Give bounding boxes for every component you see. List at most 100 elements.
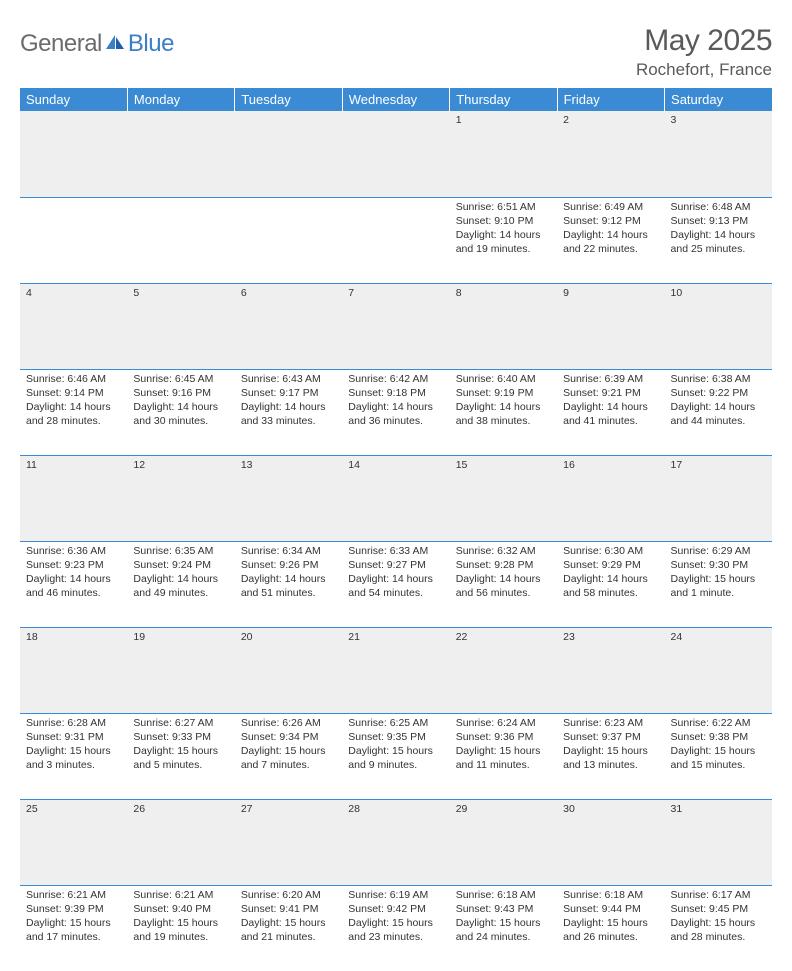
cell-line: Sunset: 9:17 PM xyxy=(241,386,336,400)
cell-line: Daylight: 14 hours xyxy=(456,228,551,242)
day-number-cell: 19 xyxy=(127,627,234,713)
day-number-cell: 6 xyxy=(235,283,342,369)
daynum-row: 123 xyxy=(20,111,772,197)
day-detail-cell: Sunrise: 6:22 AMSunset: 9:38 PMDaylight:… xyxy=(665,713,772,799)
cell-line: Sunset: 9:38 PM xyxy=(671,730,766,744)
weekday-cell: Tuesday xyxy=(235,88,342,111)
day-detail-cell: Sunrise: 6:33 AMSunset: 9:27 PMDaylight:… xyxy=(342,541,449,627)
cell-line: Sunset: 9:16 PM xyxy=(133,386,228,400)
day-detail-cell: Sunrise: 6:45 AMSunset: 9:16 PMDaylight:… xyxy=(127,369,234,455)
cell-line: Sunrise: 6:36 AM xyxy=(26,544,121,558)
day-detail-cell: Sunrise: 6:48 AMSunset: 9:13 PMDaylight:… xyxy=(665,197,772,283)
day-detail-cell: Sunrise: 6:30 AMSunset: 9:29 PMDaylight:… xyxy=(557,541,664,627)
day-number-cell: 26 xyxy=(127,799,234,885)
cell-line: Sunset: 9:30 PM xyxy=(671,558,766,572)
day-detail-cell: Sunrise: 6:21 AMSunset: 9:39 PMDaylight:… xyxy=(20,885,127,971)
cell-line: Sunset: 9:43 PM xyxy=(456,902,551,916)
cell-line: and 22 minutes. xyxy=(563,242,658,256)
day-detail-cell: Sunrise: 6:25 AMSunset: 9:35 PMDaylight:… xyxy=(342,713,449,799)
cell-line: Sunrise: 6:51 AM xyxy=(456,200,551,214)
cell-line: Sunset: 9:26 PM xyxy=(241,558,336,572)
cell-line: and 21 minutes. xyxy=(241,930,336,944)
brand-second: Blue xyxy=(128,30,174,57)
cell-line: Sunrise: 6:30 AM xyxy=(563,544,658,558)
cell-line: Sunrise: 6:23 AM xyxy=(563,716,658,730)
detail-row: Sunrise: 6:46 AMSunset: 9:14 PMDaylight:… xyxy=(20,369,772,455)
day-detail-cell: Sunrise: 6:32 AMSunset: 9:28 PMDaylight:… xyxy=(450,541,557,627)
day-detail-cell: Sunrise: 6:18 AMSunset: 9:44 PMDaylight:… xyxy=(557,885,664,971)
cell-line: Daylight: 14 hours xyxy=(348,572,443,586)
cell-line: Sunset: 9:22 PM xyxy=(671,386,766,400)
cell-line: Sunrise: 6:45 AM xyxy=(133,372,228,386)
weekday-cell: Friday xyxy=(557,88,664,111)
cell-line: Sunrise: 6:22 AM xyxy=(671,716,766,730)
cell-line: Sunrise: 6:43 AM xyxy=(241,372,336,386)
cell-line: and 9 minutes. xyxy=(348,758,443,772)
cell-line: and 24 minutes. xyxy=(456,930,551,944)
day-detail-cell xyxy=(235,197,342,283)
day-number-cell: 22 xyxy=(450,627,557,713)
day-number-cell: 31 xyxy=(665,799,772,885)
day-number-cell xyxy=(20,111,127,197)
day-detail-cell: Sunrise: 6:28 AMSunset: 9:31 PMDaylight:… xyxy=(20,713,127,799)
cell-line: and 36 minutes. xyxy=(348,414,443,428)
cell-line: Sunrise: 6:19 AM xyxy=(348,888,443,902)
location-label: Rochefort, France xyxy=(636,60,772,80)
detail-row: Sunrise: 6:36 AMSunset: 9:23 PMDaylight:… xyxy=(20,541,772,627)
weekday-cell: Thursday xyxy=(450,88,557,111)
cell-line: Daylight: 14 hours xyxy=(456,572,551,586)
day-detail-cell: Sunrise: 6:35 AMSunset: 9:24 PMDaylight:… xyxy=(127,541,234,627)
cell-line: and 54 minutes. xyxy=(348,586,443,600)
calendar-body: 123Sunrise: 6:51 AMSunset: 9:10 PMDaylig… xyxy=(20,111,772,971)
cell-line: and 28 minutes. xyxy=(671,930,766,944)
header-row: GeneralBlue May 2025 Rochefort, France xyxy=(20,24,772,80)
day-detail-cell: Sunrise: 6:20 AMSunset: 9:41 PMDaylight:… xyxy=(235,885,342,971)
day-number-cell: 13 xyxy=(235,455,342,541)
cell-line: Sunrise: 6:21 AM xyxy=(26,888,121,902)
cell-line: and 3 minutes. xyxy=(26,758,121,772)
calendar-page: GeneralBlue May 2025 Rochefort, France S… xyxy=(0,0,792,612)
calendar-header: Sunday Monday Tuesday Wednesday Thursday… xyxy=(20,88,772,111)
day-number-cell: 8 xyxy=(450,283,557,369)
day-number-cell xyxy=(235,111,342,197)
cell-line: Sunset: 9:44 PM xyxy=(563,902,658,916)
day-number-cell: 10 xyxy=(665,283,772,369)
day-number-cell: 18 xyxy=(20,627,127,713)
cell-line: Daylight: 15 hours xyxy=(26,744,121,758)
weekday-cell: Saturday xyxy=(665,88,772,111)
day-number-cell: 9 xyxy=(557,283,664,369)
cell-line: Sunrise: 6:32 AM xyxy=(456,544,551,558)
cell-line: Daylight: 15 hours xyxy=(671,916,766,930)
day-detail-cell: Sunrise: 6:23 AMSunset: 9:37 PMDaylight:… xyxy=(557,713,664,799)
cell-line: Sunrise: 6:33 AM xyxy=(348,544,443,558)
calendar-table: Sunday Monday Tuesday Wednesday Thursday… xyxy=(20,88,772,971)
cell-line: Sunrise: 6:49 AM xyxy=(563,200,658,214)
cell-line: Sunrise: 6:29 AM xyxy=(671,544,766,558)
cell-line: Sunrise: 6:25 AM xyxy=(348,716,443,730)
day-number-cell: 24 xyxy=(665,627,772,713)
day-number-cell: 30 xyxy=(557,799,664,885)
day-detail-cell: Sunrise: 6:49 AMSunset: 9:12 PMDaylight:… xyxy=(557,197,664,283)
cell-line: Sunrise: 6:39 AM xyxy=(563,372,658,386)
day-detail-cell: Sunrise: 6:43 AMSunset: 9:17 PMDaylight:… xyxy=(235,369,342,455)
cell-line: and 49 minutes. xyxy=(133,586,228,600)
cell-line: Daylight: 14 hours xyxy=(563,572,658,586)
weekday-cell: Monday xyxy=(127,88,234,111)
cell-line: Sunset: 9:12 PM xyxy=(563,214,658,228)
day-number-cell: 17 xyxy=(665,455,772,541)
cell-line: and 58 minutes. xyxy=(563,586,658,600)
cell-line: Daylight: 14 hours xyxy=(456,400,551,414)
daynum-row: 25262728293031 xyxy=(20,799,772,885)
day-detail-cell xyxy=(20,197,127,283)
cell-line: Sunset: 9:34 PM xyxy=(241,730,336,744)
day-number-cell: 5 xyxy=(127,283,234,369)
cell-line: Daylight: 14 hours xyxy=(348,400,443,414)
day-number-cell xyxy=(342,111,449,197)
cell-line: Daylight: 14 hours xyxy=(241,400,336,414)
day-number-cell: 2 xyxy=(557,111,664,197)
cell-line: Daylight: 14 hours xyxy=(241,572,336,586)
day-detail-cell: Sunrise: 6:36 AMSunset: 9:23 PMDaylight:… xyxy=(20,541,127,627)
day-detail-cell xyxy=(127,197,234,283)
cell-line: Daylight: 14 hours xyxy=(133,400,228,414)
cell-line: Daylight: 15 hours xyxy=(348,916,443,930)
